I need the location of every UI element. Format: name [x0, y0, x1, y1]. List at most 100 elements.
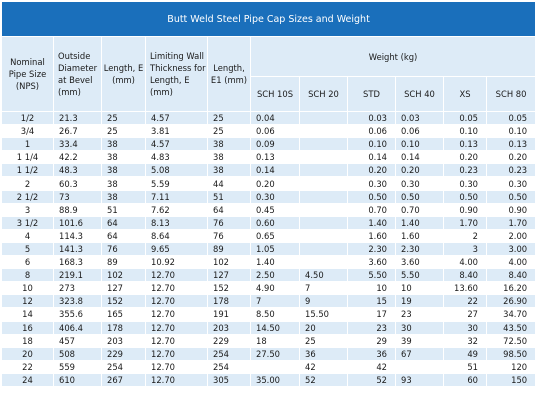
- cell-length-e1: 305: [207, 372, 251, 387]
- cell-sch40: 3.60: [395, 255, 444, 270]
- cell-nps: 3/4: [1, 124, 54, 139]
- cell-sch10s: 7: [250, 294, 300, 309]
- cell-sch10s: 0.20: [250, 176, 300, 191]
- cell-length-e1: 64: [207, 202, 251, 217]
- cell-sch20: [299, 150, 348, 165]
- cell-xs: 27: [443, 307, 487, 322]
- cell-od: 26.7: [53, 124, 102, 139]
- header-std: STD: [347, 76, 396, 112]
- cell-sch10s: 18: [250, 333, 300, 348]
- cell-std: 52: [347, 372, 396, 387]
- cell-length-e: 64: [101, 215, 146, 230]
- cell-length-e: 178: [101, 320, 146, 335]
- cell-sch20: [299, 176, 348, 191]
- cell-xs: 2: [443, 228, 487, 243]
- cell-sch80: 150: [485, 372, 537, 387]
- cell-od: 73: [53, 189, 102, 204]
- cell-std: 0.03: [347, 110, 396, 126]
- table-row: 14 355.6 165 12.70 191 8.50 15.50 17 23 27 34.70: [1, 307, 537, 322]
- header-xs: XS: [443, 76, 487, 112]
- cell-sch80: 120: [485, 359, 537, 374]
- cell-sch40: 0.30: [395, 176, 444, 191]
- cell-std: 1.60: [347, 228, 396, 243]
- cell-nps: 24: [1, 372, 54, 387]
- cell-od: 141.3: [53, 241, 102, 257]
- cell-sch80: 0.20: [485, 150, 537, 165]
- header-sch40: SCH 40: [395, 76, 444, 112]
- cell-sch80: 0.23: [485, 163, 537, 178]
- cell-length-e1: 51: [207, 189, 251, 204]
- cell-nps: 18: [1, 333, 54, 348]
- cell-limiting-wall: 4.83: [145, 150, 208, 165]
- cell-length-e: 102: [101, 268, 146, 283]
- cell-length-e1: 76: [207, 215, 251, 230]
- cell-length-e: 38: [101, 150, 146, 165]
- cell-length-e1: 25: [207, 110, 251, 126]
- cell-sch20: [299, 110, 348, 126]
- cell-length-e1: 38: [207, 150, 251, 165]
- cell-sch80: 0.50: [485, 189, 537, 204]
- table-row: 12 323.8 152 12.70 178 7 9 15 19 22 26.90: [1, 294, 537, 309]
- cell-sch80: 34.70: [485, 307, 537, 322]
- cell-length-e: 89: [101, 255, 146, 270]
- cell-std: 0.70: [347, 202, 396, 217]
- cell-limiting-wall: 5.59: [145, 176, 208, 191]
- cell-nps: 6: [1, 255, 54, 270]
- cell-sch10s: 0.06: [250, 124, 300, 139]
- cell-od: 219.1: [53, 268, 102, 283]
- cell-sch20: [299, 228, 348, 243]
- header-sch80: SCH 80: [485, 76, 537, 112]
- cell-length-e1: 38: [207, 137, 251, 152]
- cell-length-e: 38: [101, 163, 146, 178]
- cell-sch40: 93: [395, 372, 444, 387]
- cell-std: 42: [347, 359, 396, 374]
- cell-od: 323.8: [53, 294, 102, 309]
- cell-sch40: 0.06: [395, 124, 444, 139]
- cell-limiting-wall: 4.57: [145, 137, 208, 152]
- cell-xs: 51: [443, 359, 487, 374]
- cell-sch80: 98.50: [485, 346, 537, 361]
- cell-sch80: 72.50: [485, 333, 537, 348]
- cell-length-e: 165: [101, 307, 146, 322]
- cell-sch10s: 0.45: [250, 202, 300, 217]
- cell-xs: 0.30: [443, 176, 487, 191]
- cell-xs: 8.40: [443, 268, 487, 283]
- cell-std: 17: [347, 307, 396, 322]
- table-row: 5 141.3 76 9.65 89 1.05 2.30 2.30 3 3.00: [1, 241, 537, 257]
- table-row: 1 1/2 48.3 38 5.08 38 0.14 0.20 0.20 0.23 0.23: [1, 163, 537, 178]
- cell-std: 10: [347, 281, 396, 296]
- cell-nps: 3: [1, 202, 54, 217]
- cell-sch40: 0.70: [395, 202, 444, 217]
- cell-sch20: [299, 163, 348, 178]
- cell-sch20: 25: [299, 333, 348, 348]
- cell-length-e1: 38: [207, 163, 251, 178]
- cell-sch20: 4.50: [299, 268, 348, 283]
- cell-sch80: 1.70: [485, 215, 537, 230]
- cell-length-e1: 191: [207, 307, 251, 322]
- cell-limiting-wall: 8.13: [145, 215, 208, 230]
- cell-std: 0.10: [347, 137, 396, 152]
- cell-xs: 32: [443, 333, 487, 348]
- table-row: 24 610 267 12.70 305 35.00 52 52 93 60 150: [1, 372, 537, 387]
- cell-xs: 1.70: [443, 215, 487, 230]
- cell-nps: 20: [1, 346, 54, 361]
- cell-sch10s: 0.65: [250, 228, 300, 243]
- cell-std: 36: [347, 346, 396, 361]
- cell-length-e1: 102: [207, 255, 251, 270]
- cell-length-e: 38: [101, 137, 146, 152]
- table-row: 20 508 229 12.70 254 27.50 36 36 67 49 98.50: [1, 346, 537, 361]
- cell-sch10s: 0.30: [250, 189, 300, 204]
- cell-sch40: 30: [395, 320, 444, 335]
- cell-nps: 4: [1, 228, 54, 243]
- cell-nps: 1: [1, 137, 54, 152]
- cell-od: 457: [53, 333, 102, 348]
- cell-sch20: [299, 215, 348, 230]
- header-limiting-wall: Limiting Wall Thickness for Length, E (m…: [145, 36, 208, 112]
- cell-xs: 30: [443, 320, 487, 335]
- cell-nps: 8: [1, 268, 54, 283]
- cell-sch40: 0.03: [395, 110, 444, 126]
- cell-od: 88.9: [53, 202, 102, 217]
- cell-length-e1: 203: [207, 320, 251, 335]
- cell-sch10s: 35.00: [250, 372, 300, 387]
- cell-sch20: [299, 189, 348, 204]
